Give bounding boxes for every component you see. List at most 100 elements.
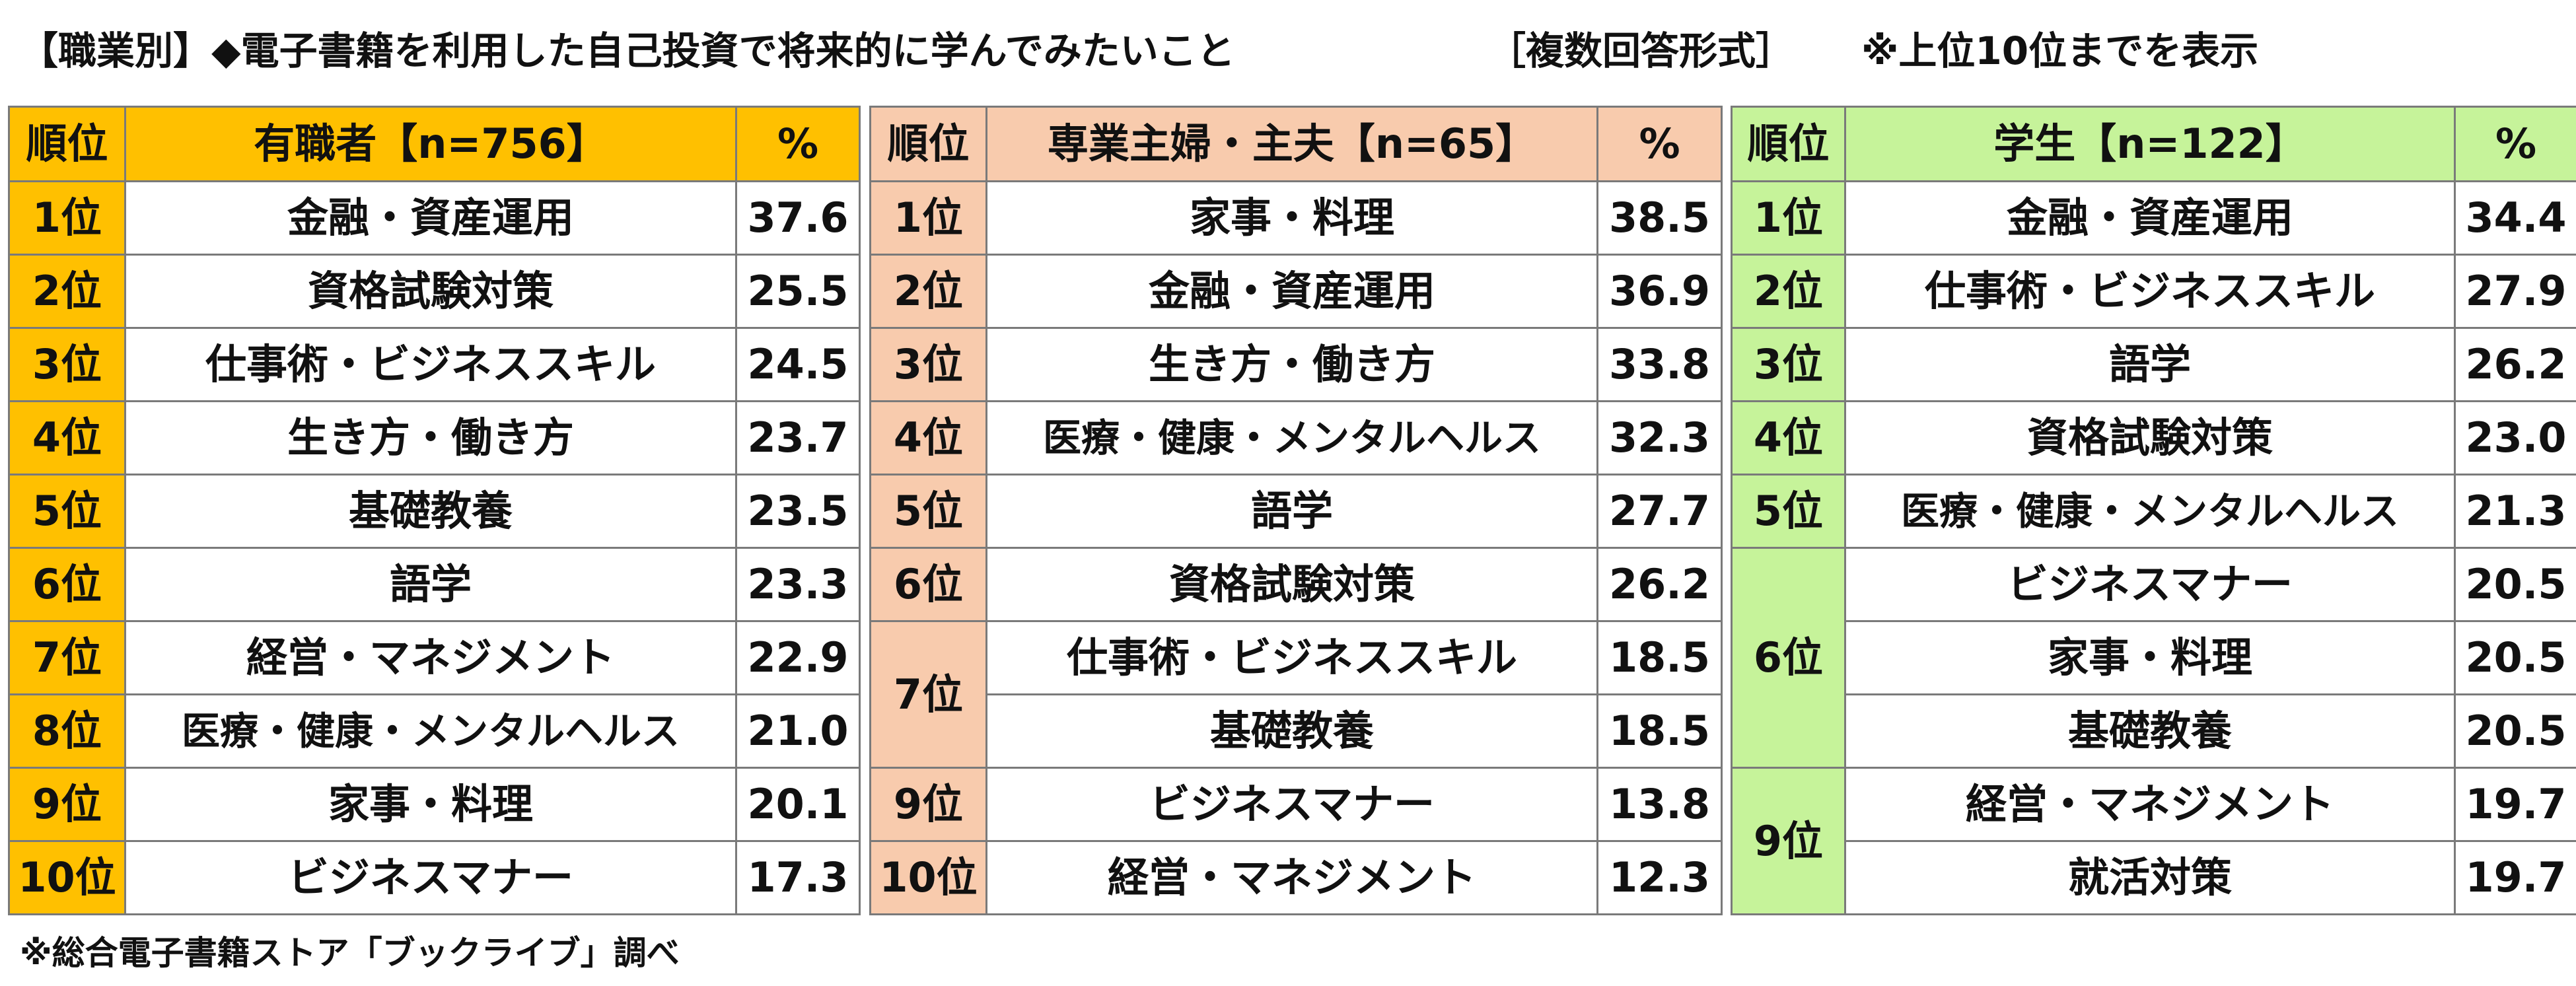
item-cell: 仕事術・ビジネススキル — [124, 327, 737, 402]
item-cell: 家事・料理 — [124, 767, 737, 842]
percent-header: % — [2454, 106, 2576, 182]
item-cell: 医療・健康・メンタルヘルス — [985, 400, 1598, 475]
table-row: 8位 医療・健康・メンタルヘルス 21.0 — [8, 693, 861, 769]
item-cell: 金融・資産運用 — [124, 180, 737, 256]
percent-cell: 20.5 — [2454, 620, 2576, 695]
percent-cell: 17.3 — [735, 840, 861, 915]
table-header-row: 順位 専業主婦・主夫【n=65】 % — [869, 106, 1723, 182]
rank-cell: 6位 — [869, 547, 987, 622]
rank-cell: 7位 — [8, 620, 126, 695]
rank-cell: 10位 — [869, 840, 987, 915]
rank-cell: 9位 — [8, 767, 126, 842]
table-header-row: 順位 学生【n=122】 % — [1731, 106, 2576, 182]
item-cell: 資格試験対策 — [124, 254, 737, 329]
rank-header: 順位 — [8, 106, 126, 182]
rank-cell: 3位 — [8, 327, 126, 402]
item-cell: ビジネスマナー — [985, 767, 1598, 842]
percent-cell: 23.0 — [2454, 400, 2576, 475]
item-cell: 金融・資産運用 — [1844, 180, 2456, 256]
table-row: 4位 医療・健康・メンタルヘルス 32.3 — [869, 400, 1723, 475]
table-row: 9位 家事・料理 20.1 — [8, 767, 861, 842]
rank-cell: 2位 — [8, 254, 126, 329]
item-cell: ビジネスマナー — [1844, 547, 2456, 622]
rank-cell: 2位 — [869, 254, 987, 329]
percent-cell: 27.9 — [2454, 254, 2576, 329]
percent-cell: 36.9 — [1596, 254, 1723, 329]
table-row: 基礎教養 20.5 — [1732, 693, 2576, 769]
percent-cell: 12.3 — [1596, 840, 1723, 915]
top10-note: ※上位10位までを表示 — [1861, 28, 2259, 73]
table-row: 3位 生き方・働き方 33.8 — [869, 327, 1723, 402]
percent-cell: 20.5 — [2454, 693, 2576, 769]
rank-cell: 8位 — [8, 693, 126, 769]
item-cell: 生き方・働き方 — [124, 400, 737, 475]
table-row: 9位 ビジネスマナー 13.8 — [869, 767, 1723, 842]
table-row: 5位 医療・健康・メンタルヘルス 21.3 — [1731, 474, 2576, 549]
rank-cell: 4位 — [1731, 400, 1846, 475]
percent-cell: 22.9 — [735, 620, 861, 695]
rank-cell: 3位 — [869, 327, 987, 402]
percent-cell: 34.4 — [2454, 180, 2576, 256]
group-header: 専業主婦・主夫【n=65】 — [985, 106, 1598, 182]
rank-cell: 2位 — [1731, 254, 1846, 329]
ranking-table-student: 順位 学生【n=122】 % 1位 金融・資産運用 34.4 2位 仕事術・ビジ… — [1731, 106, 2576, 915]
table-row: 5位 語学 27.7 — [869, 474, 1723, 549]
item-cell: 基礎教養 — [1844, 693, 2456, 769]
item-cell: 仕事術・ビジネススキル — [985, 620, 1598, 695]
percent-cell: 20.1 — [735, 767, 861, 842]
percent-cell: 38.5 — [1596, 180, 1723, 256]
table-row: 6位 語学 23.3 — [8, 547, 861, 622]
item-cell: ビジネスマナー — [124, 840, 737, 915]
ranking-table-employed: 順位 有職者【n=756】 % 1位 金融・資産運用 37.6 2位 資格試験対… — [8, 106, 861, 915]
page-header: 【職業別】◆電子書籍を利用した自己投資で将来的に学んでみたいこと ［複数回答形式… — [0, 0, 2576, 106]
answer-format-note: ［複数回答形式］ — [1487, 28, 1795, 73]
rank-cell: 1位 — [1731, 180, 1846, 256]
item-cell: 経営・マネジメント — [985, 840, 1598, 915]
percent-cell: 18.5 — [1596, 693, 1723, 769]
item-cell: 家事・料理 — [1844, 620, 2456, 695]
table-row: 7位 経営・マネジメント 22.9 — [8, 620, 861, 695]
item-cell: 基礎教養 — [124, 474, 737, 549]
rank-cell: 9位 — [869, 767, 987, 842]
group-header: 有職者【n=756】 — [124, 106, 737, 182]
table-row: 4位 資格試験対策 23.0 — [1731, 400, 2576, 475]
rank-cell: 5位 — [1731, 474, 1846, 549]
rank-cell: 6位 — [1731, 547, 1846, 769]
percent-cell: 23.3 — [735, 547, 861, 622]
percent-cell: 27.7 — [1596, 474, 1723, 549]
rank-cell: 4位 — [869, 400, 987, 475]
rank-cell: 10位 — [8, 840, 126, 915]
item-cell: 就活対策 — [1844, 840, 2456, 915]
rank-cell: 5位 — [869, 474, 987, 549]
rank-cell: 4位 — [8, 400, 126, 475]
ranking-table-homemaker: 順位 専業主婦・主夫【n=65】 % 1位 家事・料理 38.5 2位 金融・資… — [869, 106, 1723, 915]
percent-header: % — [735, 106, 861, 182]
percent-cell: 18.5 — [1596, 620, 1723, 695]
table-row: 3位 語学 26.2 — [1731, 327, 2576, 402]
item-cell: 経営・マネジメント — [124, 620, 737, 695]
table-row: 2位 資格試験対策 25.5 — [8, 254, 861, 329]
percent-cell: 26.2 — [1596, 547, 1723, 622]
table-row: 基礎教養 18.5 — [871, 693, 1723, 769]
percent-cell: 32.3 — [1596, 400, 1723, 475]
rank-cell: 6位 — [8, 547, 126, 622]
rank-cell: 5位 — [8, 474, 126, 549]
table-row: 2位 金融・資産運用 36.9 — [869, 254, 1723, 329]
rank-cell: 7位 — [869, 620, 987, 769]
rank-cell: 1位 — [8, 180, 126, 256]
table-row: 2位 仕事術・ビジネススキル 27.9 — [1731, 254, 2576, 329]
group-header: 学生【n=122】 — [1844, 106, 2456, 182]
percent-cell: 19.7 — [2454, 840, 2576, 915]
table-row: 4位 生き方・働き方 23.7 — [8, 400, 861, 475]
table-row: 5位 基礎教養 23.5 — [8, 474, 861, 549]
table-row: 7位 仕事術・ビジネススキル 18.5 — [869, 620, 1723, 769]
source-note: ※総合電子書籍ストア「ブックライブ」調べ — [20, 934, 680, 972]
table-row: 9位 経営・マネジメント 19.7 — [1731, 767, 2576, 915]
table-row: 1位 金融・資産運用 34.4 — [1731, 180, 2576, 256]
item-cell: 基礎教養 — [985, 693, 1598, 769]
item-cell: 資格試験対策 — [1844, 400, 2456, 475]
percent-cell: 23.7 — [735, 400, 861, 475]
item-cell: 経営・マネジメント — [1844, 767, 2456, 842]
percent-cell: 26.2 — [2454, 327, 2576, 402]
rank-cell: 1位 — [869, 180, 987, 256]
